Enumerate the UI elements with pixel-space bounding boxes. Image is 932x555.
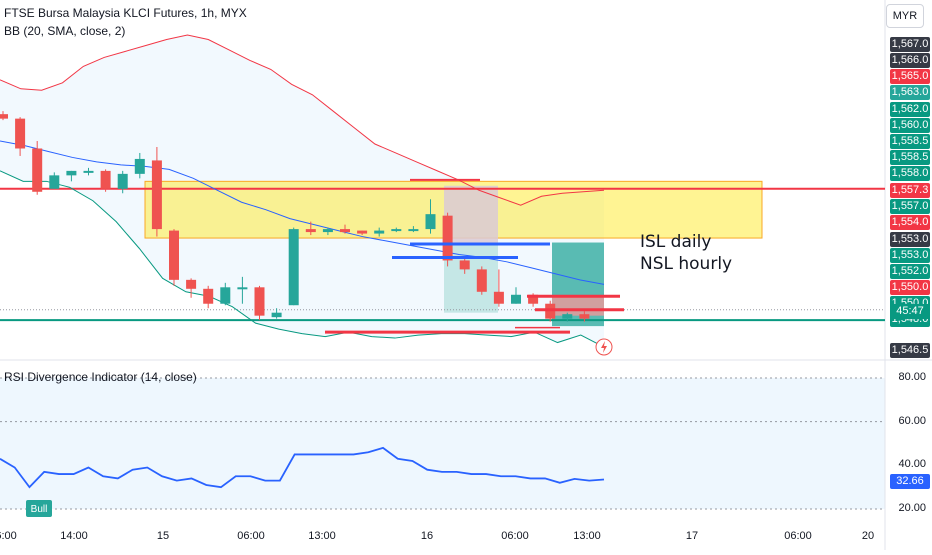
time-tick-label: 06:00: [0, 530, 17, 542]
candle-body: [254, 287, 265, 316]
candle-body: [391, 229, 402, 232]
candle-body: [32, 148, 43, 192]
bull-marker: [26, 500, 52, 517]
time-tick-label: 14:00: [60, 530, 88, 542]
chart-title: FTSE Bursa Malaysia KLCI Futures, 1h, MY…: [4, 6, 247, 20]
candle-body: [408, 229, 419, 232]
candle-body: [169, 230, 179, 280]
price-tick-label: 1,562.0: [890, 102, 930, 117]
position-stop-box: [444, 185, 498, 246]
rsi-indicator-label[interactable]: RSI Divergence Indicator (14, close): [4, 370, 197, 384]
candle-body: [493, 291, 504, 304]
rsi-tick-label: 20.00: [898, 502, 926, 514]
price-tick-label: 1,558.5: [890, 150, 930, 165]
time-tick-label: 17: [685, 530, 699, 542]
long-stop-box: [552, 296, 604, 316]
time-tick-label: 15: [156, 530, 170, 542]
candle-body: [83, 170, 94, 173]
candle-body: [117, 173, 128, 189]
time-tick-label: 06:00: [784, 530, 812, 542]
price-tick-label: 1,560.0: [890, 118, 930, 133]
candle-body: [66, 170, 77, 176]
price-tick-label: 1,546.5: [890, 343, 930, 358]
candle-body: [511, 294, 521, 304]
price-tick-label: 1,557.0: [890, 199, 930, 214]
candle-body: [237, 287, 248, 290]
time-tick-label: 16: [420, 530, 434, 542]
price-tick-label: 1,558.5: [890, 134, 930, 149]
currency-button[interactable]: MYR: [886, 4, 924, 28]
bb-indicator-label[interactable]: BB (20, SMA, close, 2): [4, 24, 126, 38]
candle-body: [220, 287, 231, 304]
rsi-tick-label: 80.00: [898, 371, 926, 383]
time-tick-label: 13:00: [308, 530, 336, 542]
candle-body: [15, 118, 26, 149]
price-tick-label: 1,553.0: [890, 232, 930, 247]
candle-body: [340, 229, 350, 233]
candle-body: [305, 229, 316, 233]
rsi-tick-label: 60.00: [898, 414, 926, 427]
bb-upper-line: [0, 34, 605, 206]
price-tick-label: 1,566.0: [890, 53, 930, 68]
lightning-icon: [601, 341, 607, 353]
price-tick-label: 1,567.0: [890, 37, 930, 52]
price-tick-label: 1,552.0: [890, 264, 930, 279]
time-tick-label: 06:00: [501, 530, 529, 542]
bull-label: Bull: [31, 504, 48, 515]
candle-body: [322, 229, 333, 233]
candle-body: [528, 294, 539, 304]
time-tick-label: 06:00: [237, 530, 265, 542]
countdown-label: 45:47: [890, 304, 930, 319]
candle-body: [186, 279, 197, 289]
rsi-line: [0, 446, 605, 489]
candle-body: [134, 158, 145, 174]
candle-body: [459, 260, 470, 270]
candle-body: [0, 114, 8, 119]
annotation-isl-daily: ISL daily: [640, 232, 712, 252]
price-tick-label: 1,553.0: [890, 248, 930, 263]
price-tick-label: 1,558.0: [890, 166, 930, 181]
candle-body: [288, 229, 299, 306]
candle-body: [271, 312, 282, 318]
candle-body: [151, 160, 162, 230]
candle-body: [49, 175, 60, 189]
annotation-nsl-hourly: NSL hourly: [640, 254, 733, 274]
candle-body: [476, 269, 487, 292]
candle-body: [357, 230, 368, 234]
rsi-last-value: 32.66: [890, 474, 930, 490]
price-tick-label: 1,563.0: [890, 85, 930, 100]
time-tick-label: 13:00: [573, 530, 601, 542]
time-tick-label: 20: [861, 530, 875, 542]
price-tick-label: 1,557.3: [890, 183, 930, 198]
price-tick-label: 1,554.0: [890, 215, 930, 230]
rsi-band-fill: [0, 378, 885, 509]
bb-lower-line: [0, 170, 605, 348]
candle-body: [100, 170, 111, 189]
candle-body: [374, 230, 385, 234]
price-tick-label: 1,565.0: [890, 69, 930, 84]
bb-basis-line: [0, 140, 605, 285]
price-tick-label: 1,550.0: [890, 280, 930, 295]
candle-body: [579, 314, 590, 319]
candle-body: [562, 314, 573, 319]
candle-body: [442, 215, 453, 261]
rsi-tick-label: 40.00: [898, 458, 926, 471]
candle-body: [203, 288, 214, 304]
candle-body: [425, 214, 436, 230]
